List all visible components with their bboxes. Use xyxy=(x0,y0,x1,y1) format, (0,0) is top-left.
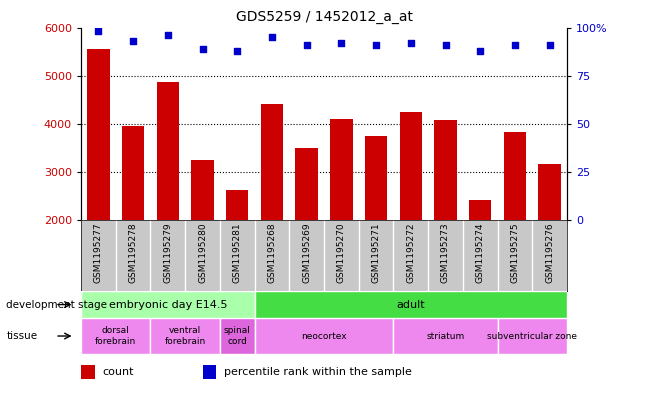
Bar xyxy=(503,132,526,220)
Text: GSM1195270: GSM1195270 xyxy=(337,222,346,283)
Bar xyxy=(538,164,561,220)
Text: tissue: tissue xyxy=(6,331,38,341)
Text: GSM1195271: GSM1195271 xyxy=(371,222,380,283)
Point xyxy=(301,42,312,48)
Point xyxy=(197,46,207,52)
Bar xyxy=(81,365,95,379)
Point xyxy=(93,28,104,35)
Bar xyxy=(150,318,220,354)
Text: subventricular zone: subventricular zone xyxy=(487,332,577,340)
Text: embryonic day E14.5: embryonic day E14.5 xyxy=(108,299,227,310)
Text: development stage: development stage xyxy=(6,299,108,310)
Bar xyxy=(330,119,353,220)
Text: GSM1195280: GSM1195280 xyxy=(198,222,207,283)
Text: dorsal
forebrain: dorsal forebrain xyxy=(95,326,136,346)
Text: GSM1195281: GSM1195281 xyxy=(233,222,242,283)
Text: GSM1195274: GSM1195274 xyxy=(476,222,485,283)
Bar xyxy=(295,148,318,220)
Bar xyxy=(400,112,422,220)
Text: GSM1195277: GSM1195277 xyxy=(94,222,103,283)
Bar xyxy=(191,160,214,220)
Text: percentile rank within the sample: percentile rank within the sample xyxy=(224,367,412,377)
Point xyxy=(267,34,277,40)
Text: striatum: striatum xyxy=(426,332,465,340)
Text: GSM1195268: GSM1195268 xyxy=(268,222,277,283)
Bar xyxy=(255,291,567,318)
Point xyxy=(232,48,242,54)
Point xyxy=(441,42,451,48)
Point xyxy=(510,42,520,48)
Bar xyxy=(81,291,255,318)
Bar xyxy=(434,120,457,220)
Bar xyxy=(220,318,255,354)
Bar xyxy=(365,136,388,220)
Text: count: count xyxy=(103,367,134,377)
Point xyxy=(336,40,347,46)
Text: GSM1195278: GSM1195278 xyxy=(128,222,137,283)
Bar xyxy=(122,126,145,220)
Bar xyxy=(87,49,110,220)
Point xyxy=(371,42,381,48)
Text: neocortex: neocortex xyxy=(301,332,347,340)
Bar xyxy=(469,200,491,220)
Bar xyxy=(255,318,393,354)
Text: GSM1195276: GSM1195276 xyxy=(545,222,554,283)
Bar xyxy=(81,318,150,354)
Text: spinal
cord: spinal cord xyxy=(224,326,251,346)
Text: GSM1195279: GSM1195279 xyxy=(163,222,172,283)
Bar xyxy=(157,82,179,220)
Bar xyxy=(393,318,498,354)
Bar xyxy=(498,318,567,354)
Point xyxy=(406,40,416,46)
Title: GDS5259 / 1452012_a_at: GDS5259 / 1452012_a_at xyxy=(235,10,413,24)
Text: GSM1195272: GSM1195272 xyxy=(406,222,415,283)
Text: GSM1195273: GSM1195273 xyxy=(441,222,450,283)
Point xyxy=(475,48,485,54)
Point xyxy=(544,42,555,48)
Point xyxy=(163,32,173,39)
Bar xyxy=(226,190,248,220)
Text: ventral
forebrain: ventral forebrain xyxy=(165,326,206,346)
Text: GSM1195275: GSM1195275 xyxy=(511,222,520,283)
Point xyxy=(128,38,138,44)
Text: GSM1195269: GSM1195269 xyxy=(302,222,311,283)
Text: adult: adult xyxy=(397,299,425,310)
Bar xyxy=(202,365,216,379)
Bar xyxy=(260,104,283,220)
